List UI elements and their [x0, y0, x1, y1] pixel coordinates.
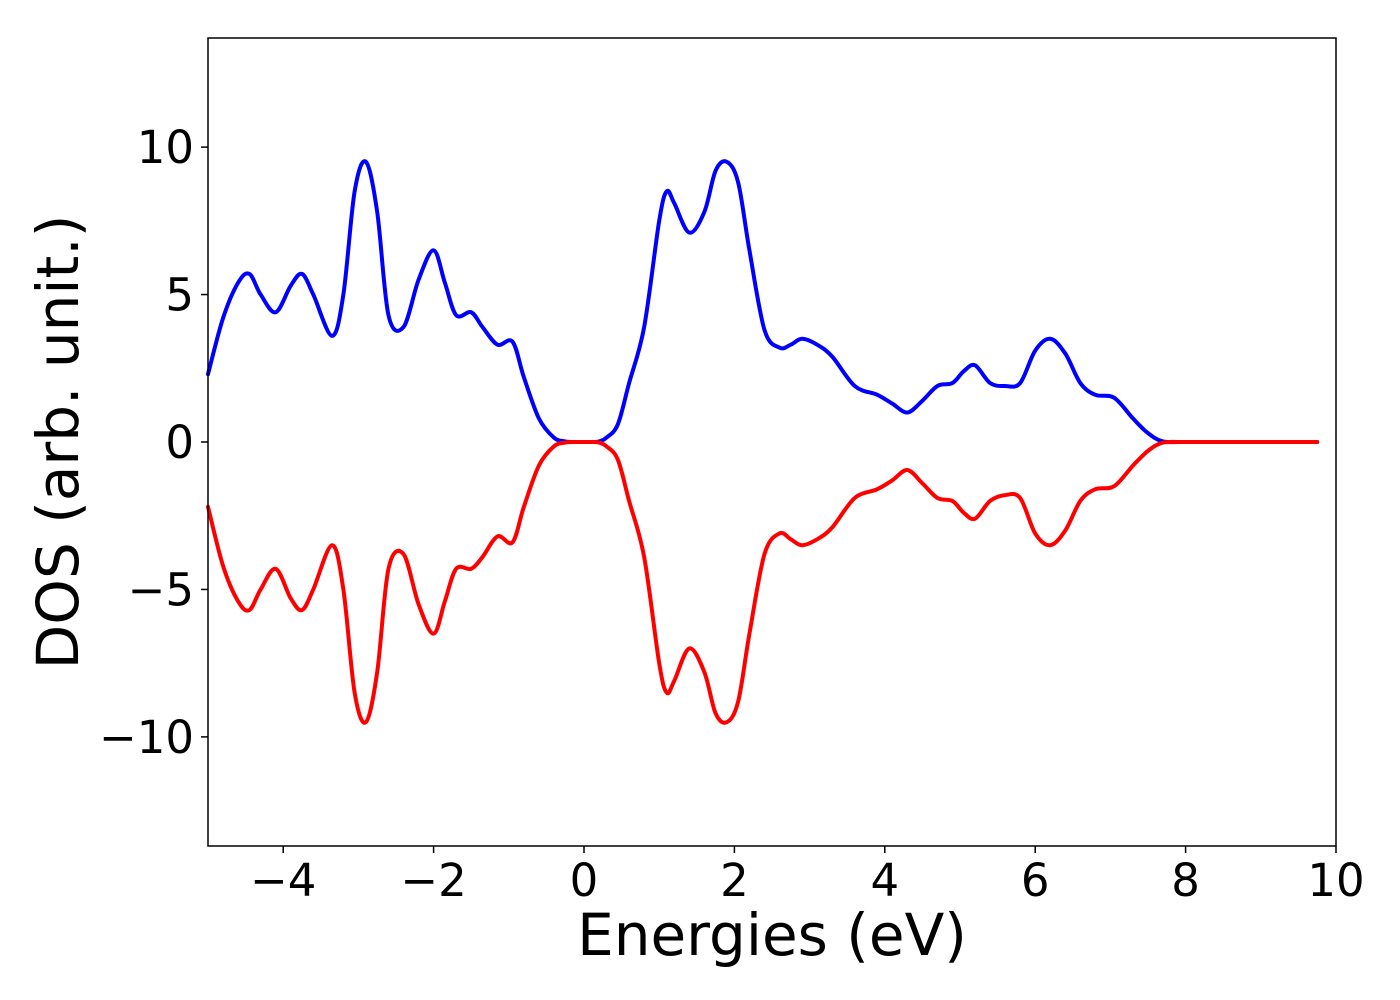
- x-tick-label: −4: [250, 854, 316, 907]
- x-axis-label: Energies (eV): [577, 901, 967, 969]
- x-tick-label: 4: [870, 854, 899, 907]
- y-tick-label: 5: [165, 269, 194, 322]
- series-layer: [206, 159, 1320, 725]
- y-tick-label: 10: [137, 121, 194, 174]
- y-tick-label: 0: [165, 416, 194, 469]
- dos-series-positive: [206, 159, 1320, 445]
- dos-series-negative: [206, 439, 1320, 725]
- x-tick-label: 0: [570, 854, 599, 907]
- x-tick-label: 8: [1171, 854, 1200, 907]
- y-axis-label: DOS (arb. unit.): [24, 215, 92, 670]
- x-tick-label: 2: [720, 854, 749, 907]
- tick-layer: −4 −2 0 2 4 6 8 10 −10 −5 0 5 10: [99, 121, 1365, 907]
- x-tick-label: 6: [1021, 854, 1050, 907]
- x-tick-label: 10: [1307, 854, 1364, 907]
- x-tick-label: −2: [400, 854, 466, 907]
- y-tick-label: −5: [128, 563, 194, 616]
- y-tick-label: −10: [99, 711, 194, 764]
- plot-frame: [207, 37, 1337, 847]
